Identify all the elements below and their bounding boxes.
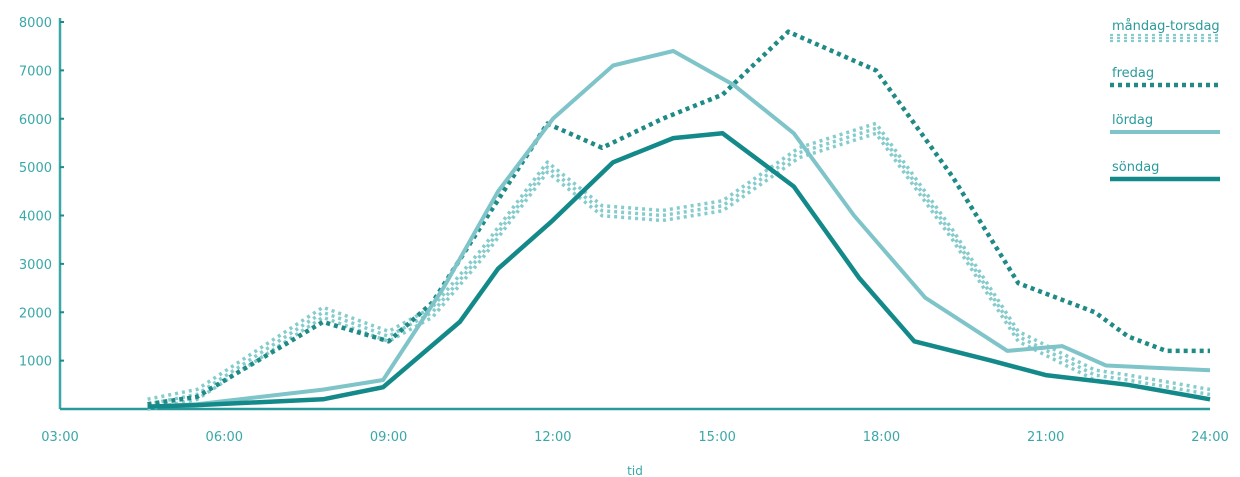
legend-item: lördag <box>1110 113 1220 134</box>
legend-label: måndag-torsdag <box>1112 19 1220 34</box>
y-tick-label: 1000 <box>19 355 52 370</box>
series-m-ndag-torsdag <box>147 121 1211 411</box>
series-s-ndag <box>147 131 1211 409</box>
legend-label: fredag <box>1112 66 1154 81</box>
y-tick-label: 3000 <box>19 258 52 273</box>
x-tick-label: 15:00 <box>698 430 735 445</box>
y-tick-label: 6000 <box>19 113 52 128</box>
y-tick-label: 7000 <box>19 64 52 79</box>
x-tick-label: 24:00 <box>1191 430 1228 445</box>
series-line <box>147 29 1210 407</box>
series-line <box>147 131 1211 409</box>
series-line <box>147 121 1211 401</box>
legend-item: söndag <box>1110 160 1220 182</box>
legend-item: fredag <box>1110 66 1220 88</box>
x-tick-label: 09:00 <box>370 430 407 445</box>
legend-item: måndag-torsdag <box>1110 19 1220 43</box>
plot-area: 1000 2000 3000 4000 5000 6000 7000 8000 03:00 06:… <box>19 16 1229 445</box>
series-l-rdag <box>147 49 1211 409</box>
legend: måndag-torsdag fredag lördag söndag <box>1110 19 1220 182</box>
x-axis-label: tid <box>627 464 643 477</box>
x-tick-label: 03:00 <box>41 430 78 445</box>
series-line <box>147 49 1211 409</box>
y-tick-label: 8000 <box>19 16 52 31</box>
series-line <box>147 131 1211 411</box>
legend-label: söndag <box>1112 160 1159 175</box>
x-tick-label: 21:00 <box>1027 430 1064 445</box>
y-tick-label: 4000 <box>19 210 52 225</box>
x-tick-label: 06:00 <box>206 430 243 445</box>
x-tick-label: 18:00 <box>863 430 900 445</box>
legend-label: lördag <box>1112 113 1153 128</box>
y-tick-label: 5000 <box>19 161 52 176</box>
series-fredag <box>147 29 1210 407</box>
y-tick-label: 2000 <box>19 306 52 321</box>
x-tick-label: 12:00 <box>534 430 571 445</box>
series-line <box>147 126 1211 406</box>
series-group <box>147 29 1211 411</box>
